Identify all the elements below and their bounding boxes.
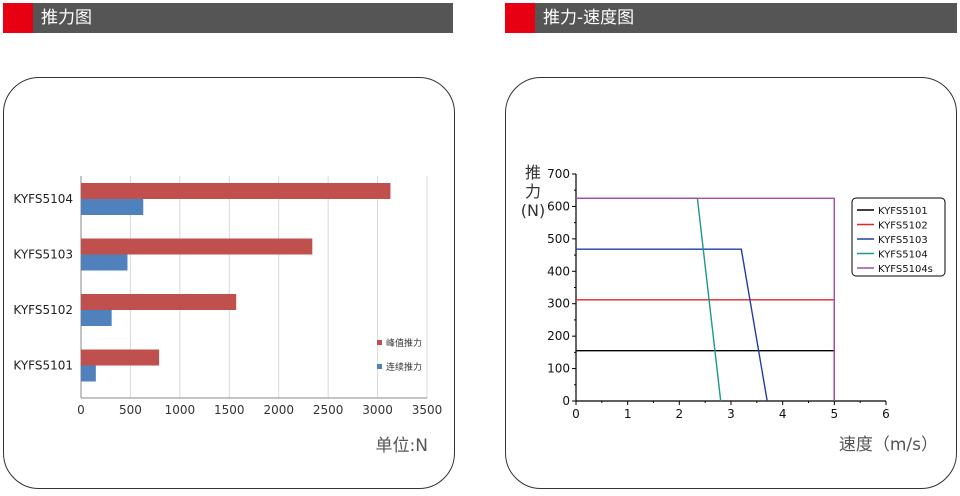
y-tick-label: 0 xyxy=(562,394,570,408)
series-line-KYFS5104s xyxy=(576,197,835,401)
category-label: KYFS5103 xyxy=(13,248,73,262)
legend-label: 峰值推力 xyxy=(386,337,422,349)
header-accent xyxy=(3,3,33,33)
x-tick-label: 3500 xyxy=(412,403,443,417)
legend-label: KYFS5104 xyxy=(878,250,928,261)
legend-label: KYFS5102 xyxy=(878,221,928,232)
x-tick-label: 5 xyxy=(831,407,839,421)
bar-KYFS5104-1 xyxy=(81,199,144,215)
series-line-KYFS5101 xyxy=(576,350,835,401)
right-header-title: 推力-速度图 xyxy=(543,8,635,28)
left-header-title: 推力图 xyxy=(41,8,92,28)
y-tick-label: 100 xyxy=(547,362,570,376)
legend-box xyxy=(851,197,946,277)
legend-label: KYFS5103 xyxy=(878,235,928,246)
series-line-KYFS5103 xyxy=(576,248,768,402)
category-label: KYFS5101 xyxy=(13,359,73,373)
y-axis-label-3: (N) xyxy=(521,201,545,220)
y-tick-label: 400 xyxy=(547,264,570,278)
y-tick-label: 200 xyxy=(547,329,570,343)
legend-label: 连续推力 xyxy=(386,361,422,373)
x-tick-label: 3 xyxy=(727,407,735,421)
unit-label: 单位:N xyxy=(376,436,428,456)
x-tick-label: 500 xyxy=(119,403,142,417)
x-tick-label: 1 xyxy=(624,407,632,421)
bar-KYFS5101-0 xyxy=(81,349,160,366)
category-label: KYFS5104 xyxy=(13,192,73,206)
y-tick-label: 700 xyxy=(547,167,570,181)
thrust-bar-chart: 0 500 1000 1500 2000 2500 3000 3500 KYFS5104 KYFS… xyxy=(13,176,443,456)
header-accent xyxy=(505,3,535,33)
y-tick-label: 300 xyxy=(547,297,570,311)
x-tick-label: 4 xyxy=(779,407,787,421)
x-tick-label: 3000 xyxy=(362,403,393,417)
left-section-header: 推力图 xyxy=(3,3,453,33)
legend-label: KYFS5104s xyxy=(878,264,933,275)
bar-KYFS5104-0 xyxy=(81,183,391,199)
bar-KYFS5101-1 xyxy=(81,365,96,382)
bar-KYFS5102-0 xyxy=(81,294,237,310)
thrust-speed-line-chart: 0 100 200 300 400 500 600 700 0 1 2 3 4 5 6 推力(N) 速度（m/s… xyxy=(521,163,946,455)
y-axis-label-1: 推 xyxy=(525,163,541,182)
legend-swatch xyxy=(377,340,382,345)
x-tick-label: 6 xyxy=(882,407,890,421)
x-tick-label: 0 xyxy=(77,403,85,417)
bar-KYFS5103-1 xyxy=(81,254,128,271)
y-axis-label-2: 力 xyxy=(525,182,541,201)
x-tick-label: 2000 xyxy=(263,403,294,417)
x-tick-label: 0 xyxy=(572,407,580,421)
bar-KYFS5102-1 xyxy=(81,310,112,326)
y-tick-label: 600 xyxy=(547,199,570,213)
x-tick-label: 2 xyxy=(676,407,684,421)
category-label: KYFS5102 xyxy=(13,303,73,317)
x-tick-label: 1500 xyxy=(214,403,245,417)
x-axis-label: 速度（m/s） xyxy=(839,435,938,455)
x-tick-label: 1000 xyxy=(165,403,196,417)
thrust-speed-panel: 0 100 200 300 400 500 600 700 0 1 2 3 4 5 6 推力 (N) 速度（m/s… xyxy=(505,77,957,489)
right-section-header: 推力-速度图 xyxy=(505,3,957,33)
legend-label: KYFS5101 xyxy=(878,206,928,217)
x-tick-label: 2500 xyxy=(313,403,344,417)
y-tick-label: 500 xyxy=(547,232,570,246)
legend-swatch xyxy=(377,364,382,369)
thrust-panel: 0 500 1000 1500 2000 2500 3000 3500 KYFS5104 KYFS… xyxy=(3,77,455,489)
bar-KYFS5103-0 xyxy=(81,238,313,255)
